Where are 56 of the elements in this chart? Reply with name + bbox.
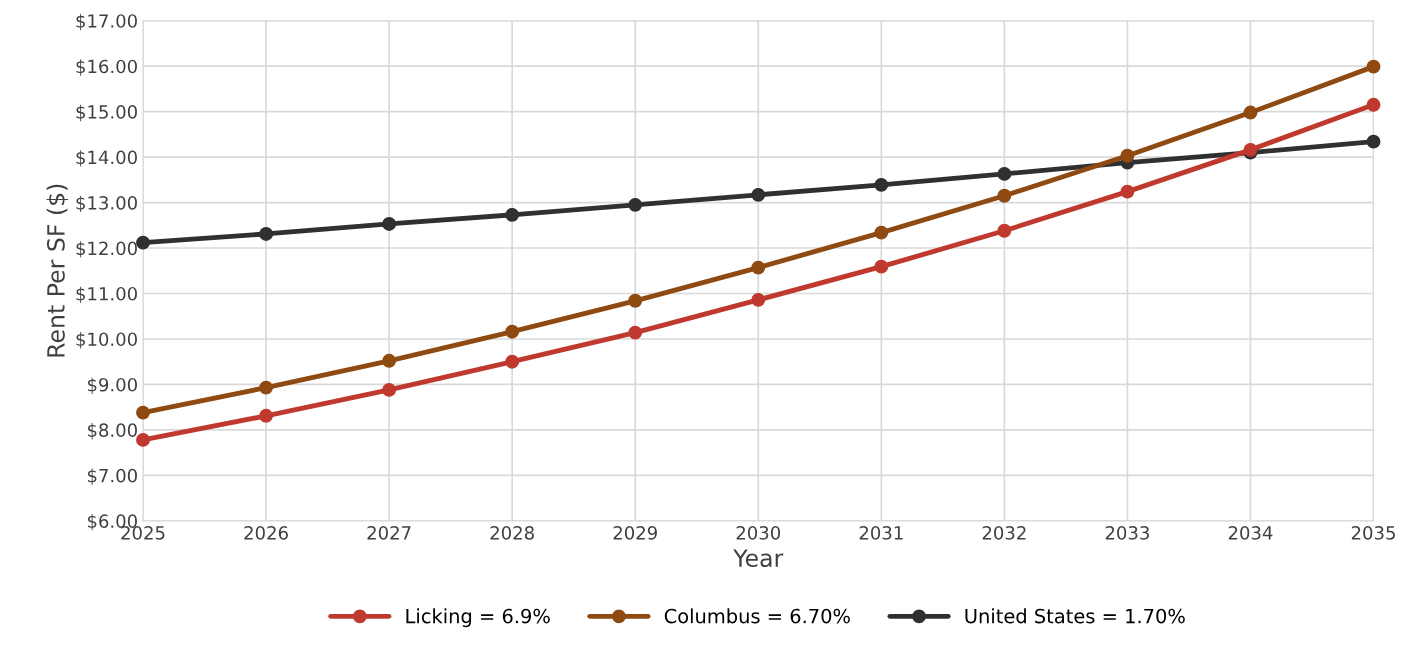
point	[751, 260, 766, 275]
point	[382, 382, 397, 397]
legend-label: United States = 1.70%	[965, 608, 1185, 624]
point	[259, 380, 274, 395]
point	[136, 235, 150, 250]
point	[874, 259, 889, 274]
point	[259, 408, 274, 423]
x-tick-label: 2028	[490, 526, 534, 540]
point	[997, 223, 1012, 238]
point	[751, 292, 766, 307]
y-tick-label: $12.00	[76, 241, 137, 258]
point	[1366, 134, 1381, 149]
point	[1120, 148, 1135, 163]
x-tick-label: 2033	[1105, 526, 1149, 540]
point	[1120, 184, 1135, 199]
point	[628, 197, 643, 212]
x-tick-label: 2034	[1228, 526, 1273, 540]
y-tick-label: $13.00	[76, 195, 137, 213]
x-tick-label: 2027	[367, 526, 411, 540]
point	[136, 432, 150, 447]
y-tick-label: $7.00	[87, 468, 137, 485]
point	[1366, 59, 1381, 74]
point	[1366, 97, 1381, 112]
point	[505, 207, 520, 222]
point	[874, 177, 889, 192]
point	[628, 325, 643, 340]
point	[628, 293, 643, 308]
point	[505, 324, 520, 339]
point	[259, 226, 274, 241]
point	[751, 187, 766, 202]
x-tick-label: 2032	[982, 526, 1026, 540]
y-tick-label: $16.00	[76, 59, 137, 76]
y-tick-label: $17.00	[76, 13, 137, 31]
y-axis-title: Rent Per SF ($)	[46, 184, 68, 357]
y-tick-label: $15.00	[76, 104, 137, 122]
y-tick-label: $11.00	[76, 286, 137, 304]
point	[997, 188, 1012, 203]
legend-label: Licking = 6.9%	[406, 608, 550, 628]
point	[382, 353, 397, 368]
point	[1243, 105, 1258, 120]
x-tick-label: 2029	[613, 526, 657, 540]
y-tick-label: $9.00	[87, 377, 137, 394]
point	[136, 405, 150, 420]
legend-label: Columbus = 6.70%	[664, 608, 850, 624]
x-tick-label: 2031	[859, 526, 903, 540]
x-tick-label: 2035	[1351, 526, 1395, 540]
point	[505, 354, 520, 369]
x-axis-title: Year	[733, 549, 784, 567]
point	[997, 166, 1012, 181]
x-tick-label: 2026	[244, 526, 288, 540]
x-tick-label: 2030	[736, 526, 781, 540]
y-tick-label: $8.00	[87, 423, 137, 440]
point	[874, 225, 889, 240]
point	[382, 216, 397, 231]
y-tick-label: $14.00	[76, 150, 137, 167]
y-tick-label: $10.00	[76, 332, 137, 349]
